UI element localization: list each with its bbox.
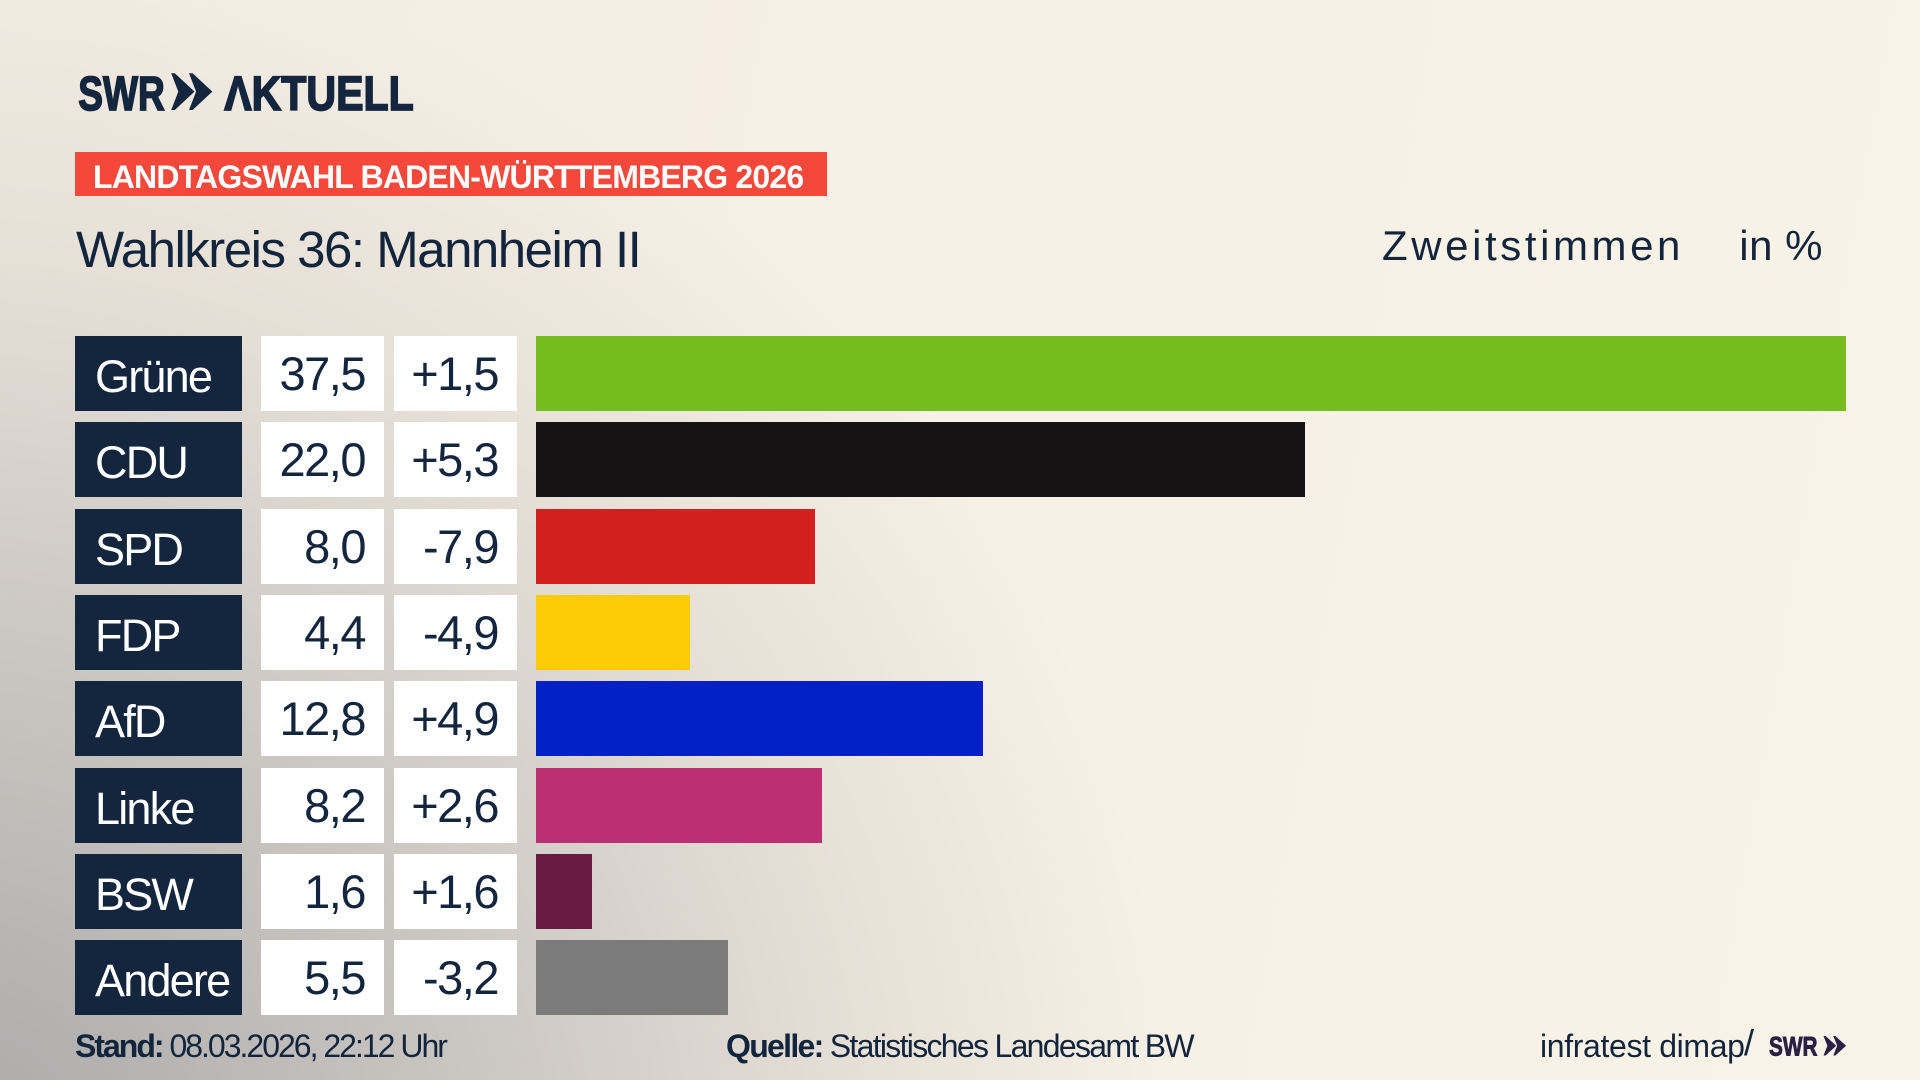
svg-text:SWR: SWR [78,67,165,121]
svg-text:SWR: SWR [1769,1032,1818,1062]
svg-text:ΛKTUELL: ΛKTUELL [224,67,414,121]
